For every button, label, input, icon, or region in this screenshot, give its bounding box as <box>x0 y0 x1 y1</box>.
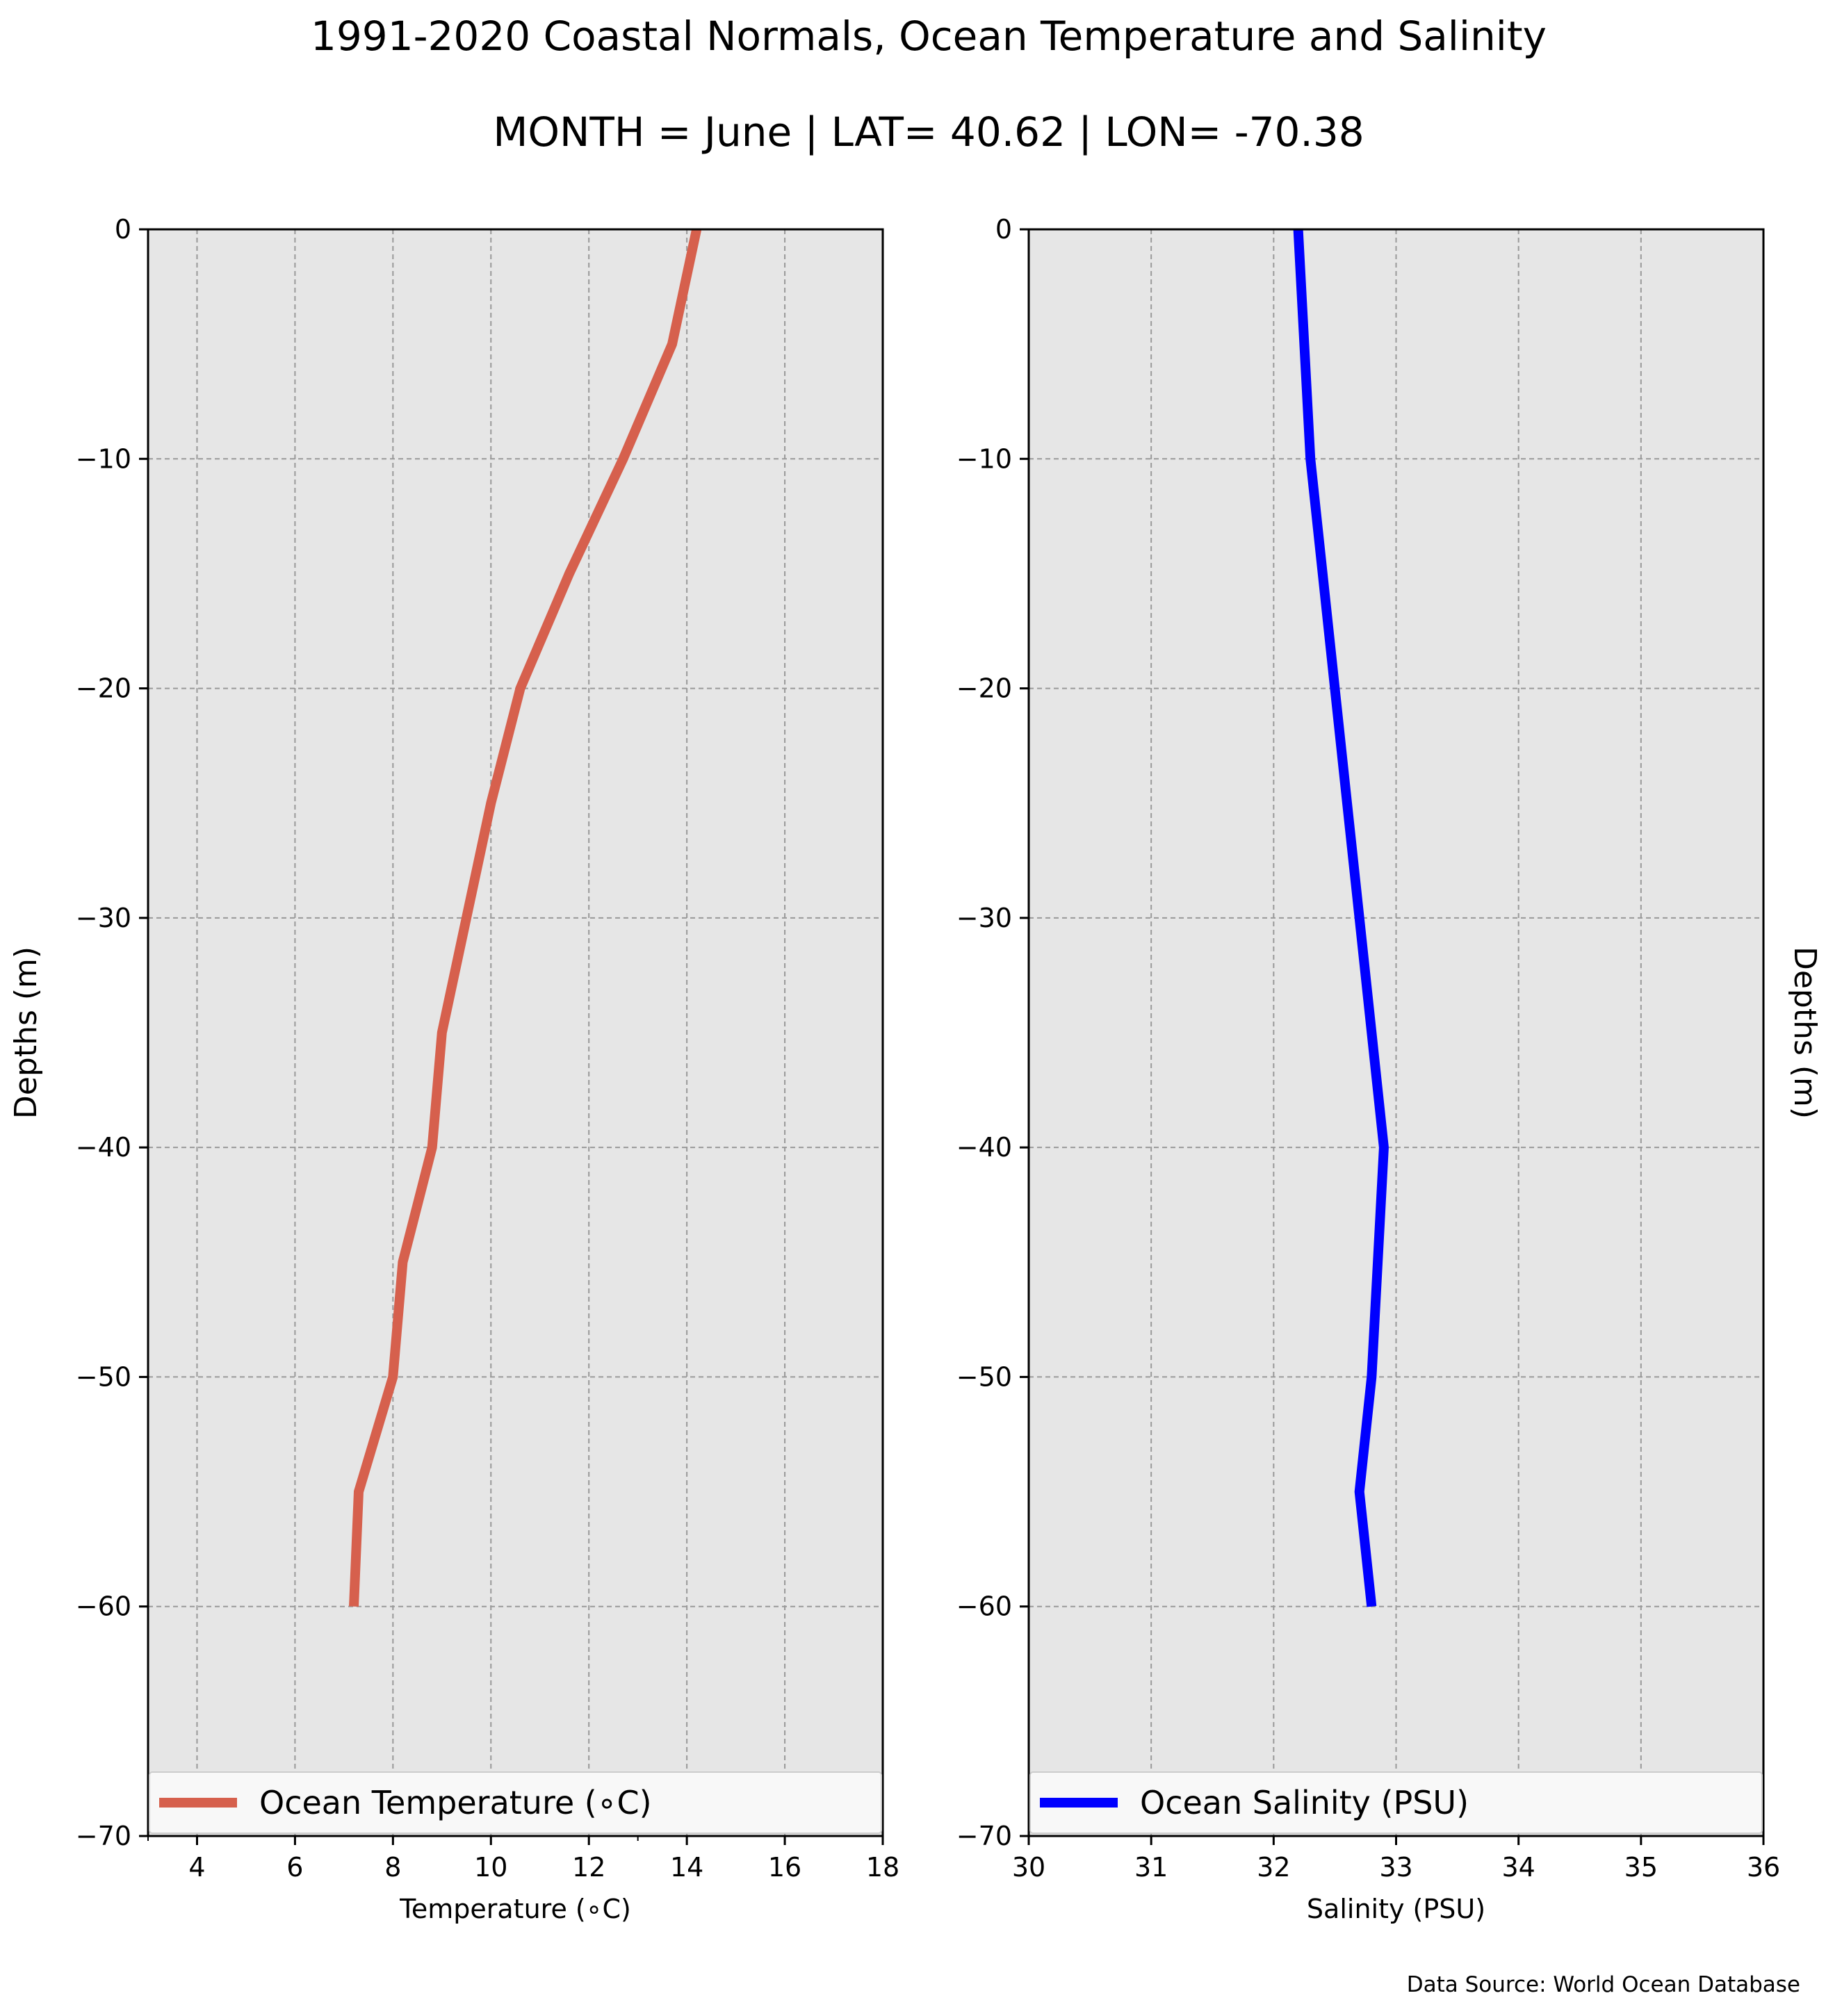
x-axis-label: Salinity (PSU) <box>1307 1894 1485 1924</box>
x-tick-label: 8 <box>384 1852 401 1883</box>
x-tick-label: 16 <box>768 1852 801 1883</box>
chart-title: 1991-2020 Coastal Normals, Ocean Tempera… <box>311 13 1547 60</box>
plot-area <box>148 229 883 1836</box>
y-tick-label: −70 <box>76 1821 131 1851</box>
y-tick-label: −20 <box>76 673 131 704</box>
x-tick-label: 14 <box>670 1852 703 1883</box>
x-tick-label: 4 <box>188 1852 205 1883</box>
y-tick-label: −60 <box>76 1591 131 1622</box>
y-tick-label: −20 <box>956 673 1012 704</box>
x-tick-label: 34 <box>1501 1852 1535 1883</box>
chart-subtitle: MONTH = June | LAT= 40.62 | LON= -70.38 <box>493 108 1364 156</box>
legend-label: Ocean Salinity (PSU) <box>1140 1784 1469 1821</box>
y-tick-label: −60 <box>956 1591 1012 1622</box>
x-tick-label: 31 <box>1134 1852 1168 1883</box>
y-tick-label: −10 <box>76 443 131 474</box>
y-tick-label: −30 <box>76 903 131 933</box>
legend: Ocean Temperature (∘C) <box>149 1771 882 1834</box>
data-source-note: Data Source: World Ocean Database <box>1407 1972 1800 1997</box>
temperature-panel: 4 6 8 10 12 14 16 18 0 −10 −20 −30 −40 −50 −60 −70 Tempe… <box>8 214 899 1924</box>
x-tick-label: 6 <box>286 1852 303 1883</box>
x-tick-label: 18 <box>866 1852 899 1883</box>
x-axis-label: Temperature (∘C) <box>399 1894 631 1924</box>
legend-box <box>149 1771 882 1834</box>
legend-label: Ocean Temperature (∘C) <box>259 1784 652 1821</box>
salinity-panel: 30 31 32 33 34 35 36 0 −10 −20 −30 −40 −50 −60 −70 Sali… <box>956 214 1823 1924</box>
y-tick-label: 0 <box>115 214 131 245</box>
y-tick-label: −40 <box>76 1132 131 1163</box>
y-tick-label: −50 <box>76 1361 131 1392</box>
x-tick-label: 36 <box>1747 1852 1780 1883</box>
x-tick-label: 33 <box>1379 1852 1412 1883</box>
axes-frame <box>147 228 884 1837</box>
series-line <box>349 228 702 1607</box>
legend-box <box>1029 1771 1763 1834</box>
y-axis-label: Depths (m) <box>8 946 44 1119</box>
y-tick-label: −10 <box>956 443 1012 474</box>
x-tick-label: 30 <box>1012 1852 1045 1883</box>
y-tick-label: −50 <box>956 1361 1012 1392</box>
y-tick-label: −70 <box>956 1821 1012 1851</box>
y-axis-label: Depths (m) <box>1787 946 1823 1119</box>
y-tick-label: −40 <box>956 1132 1012 1163</box>
x-tick-label: 10 <box>474 1852 507 1883</box>
x-tick-label: 35 <box>1624 1852 1658 1883</box>
y-tick-label: 0 <box>995 214 1012 245</box>
x-tick-label: 12 <box>572 1852 605 1883</box>
legend: Ocean Salinity (PSU) <box>1029 1771 1763 1834</box>
y-tick-label: −30 <box>956 903 1012 933</box>
x-tick-label: 32 <box>1257 1852 1290 1883</box>
series-line <box>1293 229 1389 1607</box>
